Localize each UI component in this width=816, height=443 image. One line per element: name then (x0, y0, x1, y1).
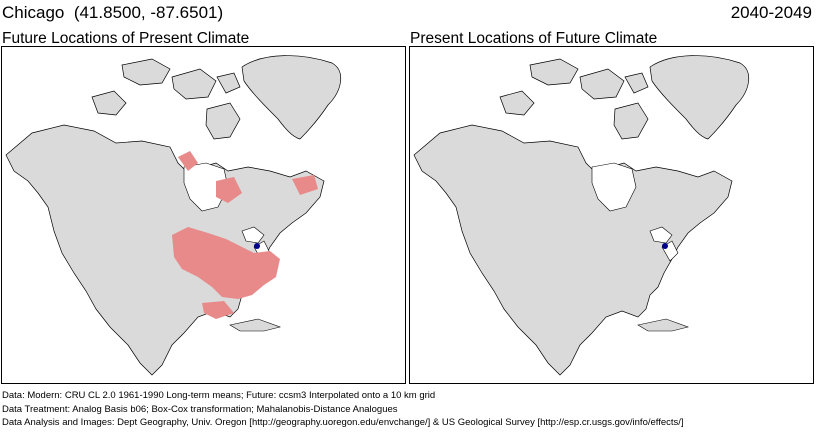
left-panel-title: Future Locations of Present Climate (2, 30, 250, 47)
period-label: 2040-2049 (730, 3, 812, 22)
chicago-marker (662, 243, 668, 249)
present-locations-map (409, 46, 814, 384)
north-america-landmass (413, 55, 749, 376)
north-america-landmass (5, 55, 341, 376)
data-source-note: Data: Modern: CRU CL 2.0 1961-1990 Long-… (2, 390, 436, 401)
future-locations-map (1, 46, 406, 384)
data-analysis-note: Data Analysis and Images: Dept Geography… (2, 417, 684, 428)
data-notes: Data: Modern: CRU CL 2.0 1961-1990 Long-… (2, 389, 684, 430)
chicago-marker (254, 243, 260, 249)
data-treatment-note: Data Treatment: Analog Basis b06; Box-Co… (2, 403, 398, 415)
right-panel-title: Present Locations of Future Climate (410, 30, 658, 47)
location-title: Chicago (41.8500, -87.6501) (2, 3, 224, 22)
climate-analog-region (172, 151, 318, 319)
